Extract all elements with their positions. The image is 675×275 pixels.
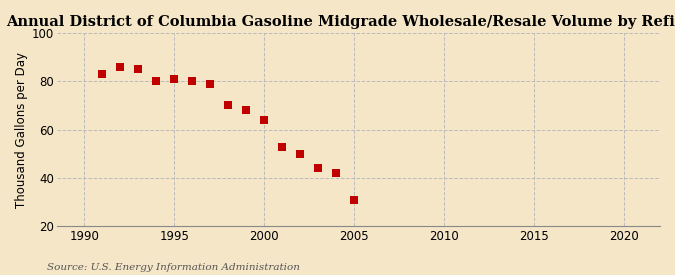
- Point: [169, 77, 180, 81]
- Point: [259, 118, 269, 122]
- Point: [331, 171, 342, 175]
- Point: [187, 79, 198, 84]
- Point: [295, 152, 306, 156]
- Point: [133, 67, 144, 72]
- Title: Annual District of Columbia Gasoline Midgrade Wholesale/Resale Volume by Refiner: Annual District of Columbia Gasoline Mid…: [6, 15, 675, 29]
- Point: [97, 72, 107, 76]
- Point: [223, 103, 234, 108]
- Point: [277, 144, 288, 149]
- Point: [241, 108, 252, 112]
- Point: [115, 65, 126, 69]
- Point: [151, 79, 161, 84]
- Y-axis label: Thousand Gallons per Day: Thousand Gallons per Day: [15, 52, 28, 208]
- Point: [313, 166, 323, 170]
- Point: [349, 197, 360, 202]
- Point: [205, 81, 215, 86]
- Text: Source: U.S. Energy Information Administration: Source: U.S. Energy Information Administ…: [47, 263, 300, 272]
